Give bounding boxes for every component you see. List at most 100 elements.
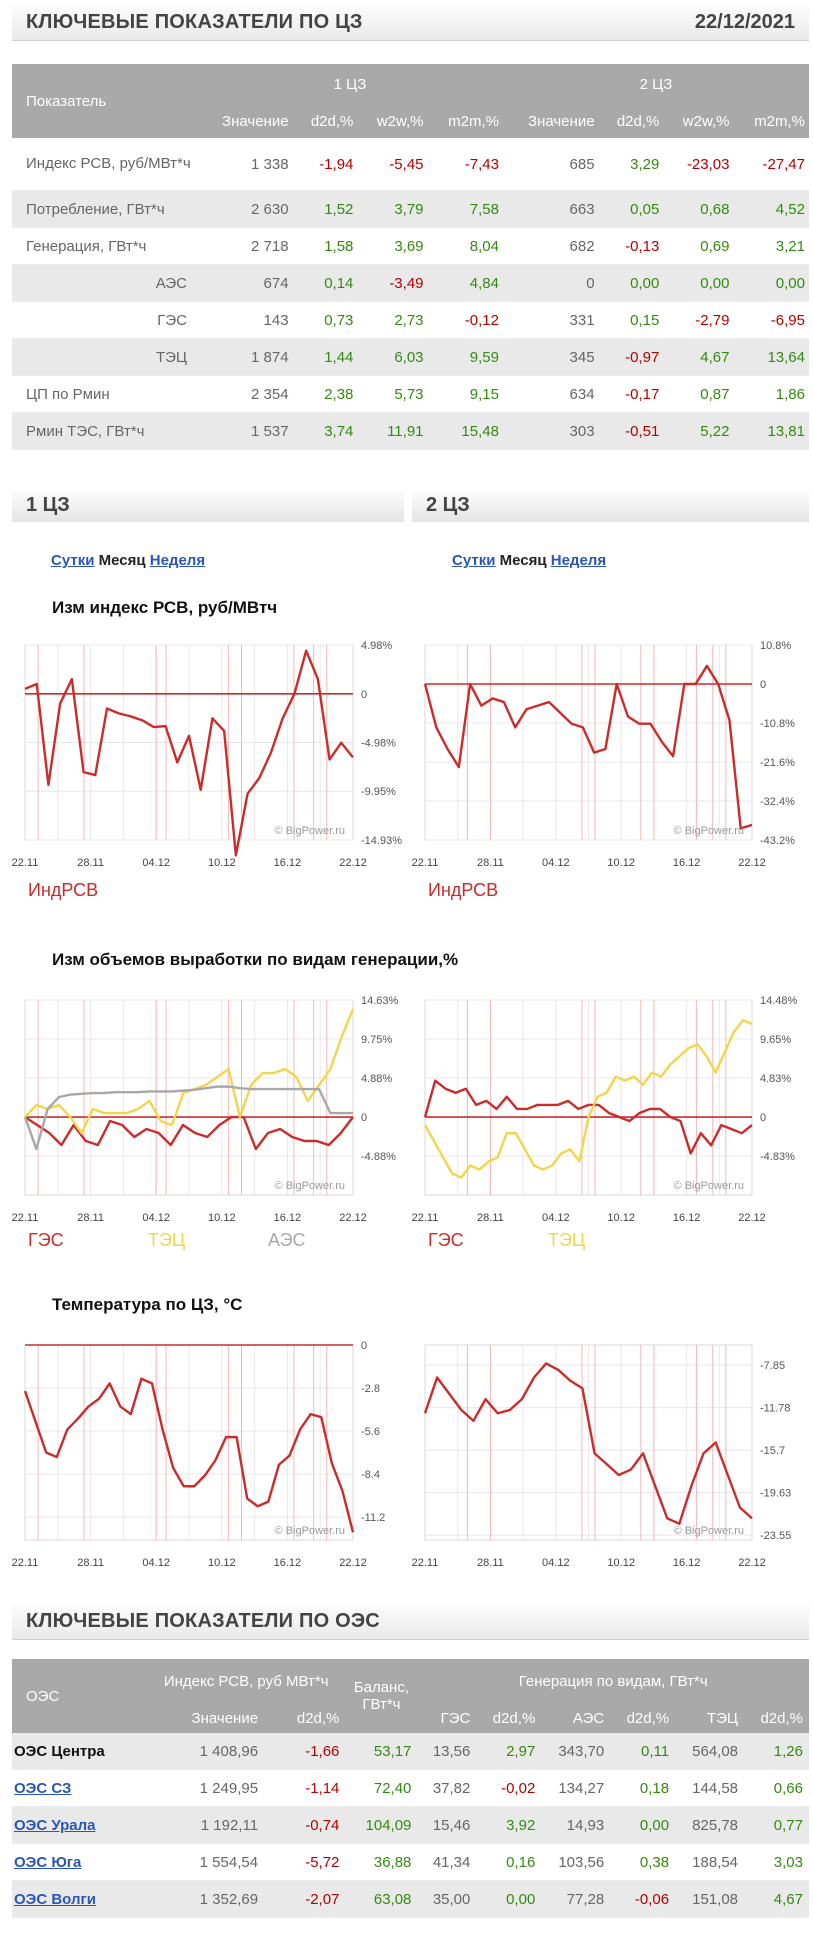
table-cell: 37,82: [417, 1769, 477, 1807]
y-tick-label: -8.4: [361, 1469, 380, 1481]
oes-name-link[interactable]: ОЭС Урала: [14, 1816, 96, 1834]
kp-subheader: Значение d2d,% w2w,% m2m,% Значение d2d,% w2w,…: [12, 104, 809, 138]
col-balance: Баланс, ГВт*ч: [345, 1659, 418, 1733]
table-cell: -23,03: [663, 138, 734, 191]
kp-subcol: d2d,%: [292, 104, 358, 138]
table-cell: -3,49: [357, 264, 428, 302]
oes-name-label: ОЭС Центра: [14, 1742, 105, 1760]
oes-name-cell: ОЭС Центра: [12, 1733, 147, 1770]
x-tick-label: 04.12: [142, 1212, 170, 1224]
table-cell: -0,97: [598, 338, 664, 376]
row-label: Потребление, ГВт*ч: [12, 190, 197, 228]
table-row: ОЭС Юга 1 554,54 -5,72 36,88 41,34 0,16 103,56…: [12, 1843, 809, 1881]
y-tick-label: -11.78: [760, 1403, 790, 1415]
table-row: ЦП по Рмин 2 354 2,38 5,73 9,15 634 -0,17 0,87 1…: [12, 375, 809, 413]
table-cell: 1 249,95: [147, 1769, 265, 1807]
table-cell: 0,11: [610, 1733, 676, 1770]
kp-subcol: m2m,%: [733, 104, 809, 138]
table-cell: 13,56: [417, 1733, 477, 1770]
oes-name-link[interactable]: ОЭС Волги: [14, 1890, 96, 1908]
tab-month: Месяц: [98, 552, 146, 569]
table-cell: 77,28: [541, 1880, 611, 1918]
table-cell: 0: [502, 264, 599, 302]
oes-name-cell: ОЭС Волги: [12, 1880, 147, 1918]
kp-subcol: w2w,%: [357, 104, 428, 138]
oes-name-link[interactable]: ОЭС СЗ: [14, 1779, 72, 1797]
tab-week[interactable]: Неделя: [149, 552, 206, 569]
table-row: ГЭС 143 0,73 2,73 -0,12 331 0,15 -2,79 -6,95: [12, 301, 809, 339]
table-cell: 682: [502, 227, 599, 265]
table-cell: 3,69: [357, 227, 428, 265]
tab-day[interactable]: Сутки: [452, 552, 496, 569]
watermark: © BigPower.ru: [275, 1180, 345, 1192]
oes-subcol: Значение: [147, 1703, 265, 1733]
row-label: Индекс РСВ, руб/МВт*ч: [12, 138, 197, 191]
y-tick-label: 0: [760, 679, 766, 691]
page-title: КЛЮЧЕВЫЕ ПОКАЗАТЕЛИ ПО ЦЗ: [26, 11, 363, 33]
table-cell: 564,08: [675, 1733, 745, 1770]
table-cell: 1,86: [733, 375, 809, 413]
oes-name-cell: ОЭС Урала: [12, 1806, 147, 1844]
zone2-title: 2 ЦЗ: [426, 494, 470, 516]
watermark: © BigPower.ru: [674, 1525, 744, 1537]
x-tick-label: 10.12: [208, 1212, 236, 1224]
chart-temp-zone1: 0 -2.8 -5.6 -8.4 -11.2 22.11 28.11 04.12 10.12 16…: [12, 1340, 386, 1569]
table-cell: 0,00: [476, 1880, 542, 1918]
y-tick-label: 9.65%: [760, 1034, 791, 1046]
kp-subcol: d2d,%: [598, 104, 664, 138]
table-cell: 343,70: [541, 1733, 611, 1770]
y-tick-label: 0: [760, 1112, 766, 1124]
table-cell: 1 537: [197, 412, 293, 450]
table-cell: 2,97: [476, 1733, 542, 1770]
legend-ges-zone1: ГЭС: [28, 1230, 64, 1250]
chart-temp-zone2: -7.85 -11.78 -15.7 -19.63 -23.55 22.11 28.11 04…: [412, 1344, 791, 1569]
kp-body: Индекс РСВ, руб/МВт*ч 1 338 -1,94 -5,45 -7,4…: [12, 138, 809, 450]
table-cell: -0,17: [598, 375, 664, 413]
watermark: © BigPower.ru: [275, 825, 345, 837]
row-label: Генерация, ГВт*ч: [12, 227, 197, 265]
table-cell: 2 718: [197, 227, 293, 265]
table-cell: 6,03: [357, 338, 428, 376]
table-cell: 0,14: [292, 264, 358, 302]
table-cell: 685: [502, 138, 599, 191]
x-tick-label: 22.12: [738, 857, 766, 869]
table-cell: 303: [502, 412, 599, 450]
table-cell: -7,43: [427, 138, 503, 191]
x-tick-label: 28.11: [477, 1212, 504, 1224]
table-cell: -1,14: [264, 1769, 346, 1807]
table-cell: 3,74: [292, 412, 358, 450]
table-cell: -0,13: [598, 227, 664, 265]
y-tick-label: -32.4%: [760, 796, 795, 808]
chart-gen-zone1: 14.63% 9.75% 4.88% 0 -4.88% 22.11 28.11 04.12 10…: [12, 995, 399, 1224]
table-cell: 13,64: [733, 338, 809, 376]
oes-subcol: d2d,%: [610, 1703, 676, 1733]
oes-name-link[interactable]: ОЭС Юга: [14, 1853, 82, 1871]
x-tick-label: 16.12: [274, 1212, 302, 1224]
chart-title-temp: Температура по ЦЗ, °С: [52, 1295, 243, 1314]
y-tick-label: -5.6: [361, 1426, 380, 1438]
legend-index-zone1: ИндРСВ: [28, 880, 99, 900]
zone1-period-tabs: Сутки Месяц Неделя: [51, 552, 205, 569]
table-cell: 634: [502, 375, 599, 413]
y-tick-label: -4.98%: [361, 738, 396, 750]
x-tick-label: 28.11: [77, 857, 104, 869]
tab-week[interactable]: Неделя: [550, 552, 607, 569]
table-cell: 345: [502, 338, 599, 376]
tab-day[interactable]: Сутки: [51, 552, 95, 569]
x-tick-label: 28.11: [477, 1557, 504, 1569]
table-row: АЭС 674 0,14 -3,49 4,84 0 0,00 0,00 0,00: [12, 264, 809, 302]
table-row: Индекс РСВ, руб/МВт*ч 1 338 -1,94 -5,45 -7,4…: [12, 138, 809, 191]
table-cell: 0,00: [733, 264, 809, 302]
legend-ges-zone2: ГЭС: [428, 1230, 464, 1250]
row-label: АЭС: [12, 264, 197, 302]
table-row: ОЭС СЗ 1 249,95 -1,14 72,40 37,82 -0,02 134,27…: [12, 1769, 809, 1807]
oes-subheader: Значение d2d,% ГЭС d2d,% АЭС d2d,% ТЭЦ d2d,%: [12, 1703, 809, 1733]
y-tick-label: -19.63: [760, 1488, 791, 1500]
x-tick-label: 22.12: [738, 1557, 766, 1569]
table-cell: 14,93: [541, 1806, 611, 1844]
table-row: ОЭС Урала 1 192,11 -0,74 104,09 15,46 3,92 14,…: [12, 1806, 809, 1844]
kp-subcol: Значение: [197, 104, 293, 138]
watermark: © BigPower.ru: [275, 1525, 345, 1537]
x-tick-label: 10.12: [208, 1557, 236, 1569]
y-tick-label: 14.48%: [760, 995, 798, 1007]
